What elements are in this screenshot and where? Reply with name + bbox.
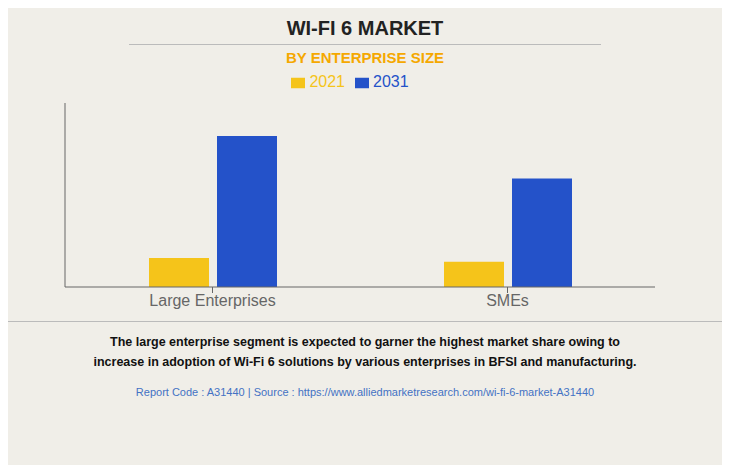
html-text:The large enterprise segment i: The large enterprise segment is expected… xyxy=(110,335,620,349)
svg-text:Large Enterprises: Large Enterprises xyxy=(149,292,275,309)
html-text:Report Code : A31440 | Source: Report Code : A31440 | Source : https://… xyxy=(135,386,595,398)
html-text:2021: 2021 xyxy=(309,73,345,90)
html-text:2031: 2031 xyxy=(373,73,409,90)
html-text:WI-FI 6 MARKET: WI-FI 6 MARKET xyxy=(286,17,444,39)
html-text:BY ENTERPRISE SIZE: BY ENTERPRISE SIZE xyxy=(286,49,444,66)
svg-text:SMEs: SMEs xyxy=(486,292,529,309)
html-text:increase in adoption of Wi-Fi: increase in adoption of Wi-Fi 6 solution… xyxy=(93,355,637,369)
